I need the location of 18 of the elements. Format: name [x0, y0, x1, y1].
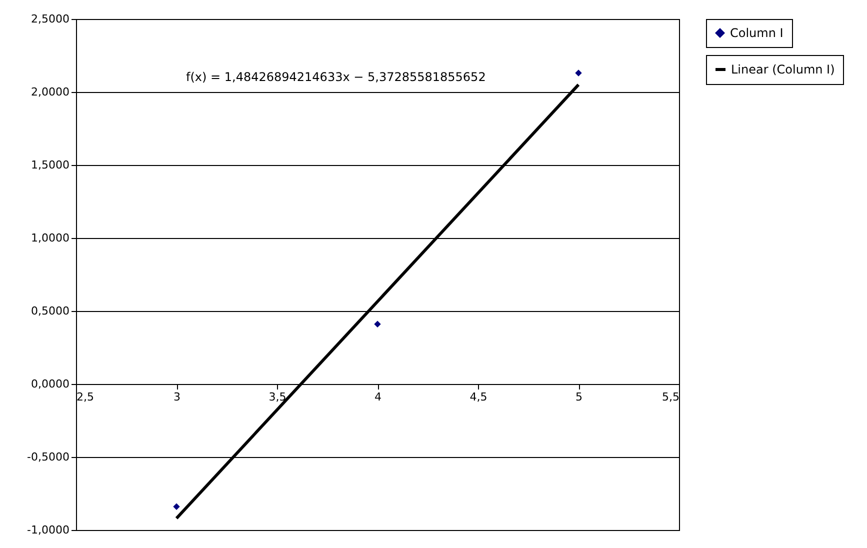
x-tick-label: 5 [576, 390, 582, 404]
legend-label: Linear (Column I) [731, 62, 835, 76]
y-tick-label: 2,5000 [31, 12, 70, 26]
x-tick-label: 4 [374, 390, 382, 404]
y-tick-label: 1,5000 [31, 158, 70, 172]
x-tick-label: 3 [174, 390, 180, 404]
x-tick-label: 4,5 [470, 390, 488, 404]
y-tick-label: 2,0000 [31, 86, 70, 98]
x-tick-label: 3,5 [268, 390, 286, 404]
legend-label: Column I [730, 26, 784, 40]
x-tick-label: 5,5 [662, 390, 680, 404]
y-tick-label: 0,0000 [31, 378, 70, 390]
y-tick-label: 0,5000 [31, 304, 70, 318]
y-tick-label: 1,0000 [31, 232, 70, 244]
annotation: f(x) = 1,48426894214633x − 5,37285581855652 [186, 70, 486, 84]
y-tick-label: -1,0000 [27, 524, 70, 536]
x-tick-label: 2,5 [76, 390, 94, 404]
y-tick-label: -0,5000 [27, 450, 70, 464]
